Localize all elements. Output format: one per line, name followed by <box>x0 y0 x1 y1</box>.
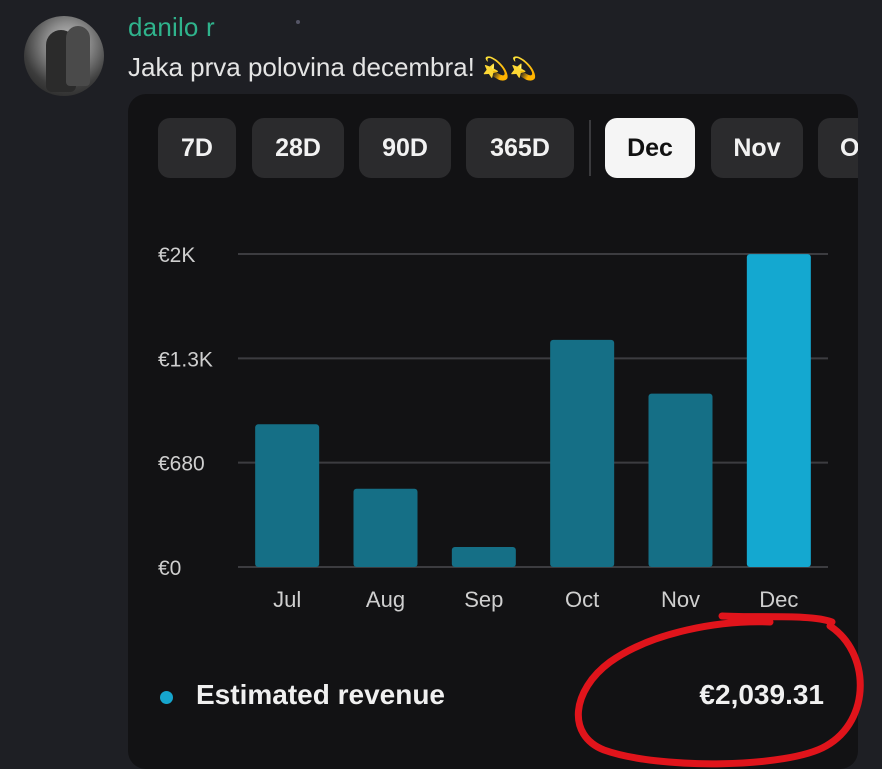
tab-365d[interactable]: 365D <box>466 118 574 178</box>
bar-sep[interactable] <box>451 547 516 567</box>
dizzy-emoji-icon: 💫💫 <box>482 57 537 82</box>
decorative-dot <box>296 20 300 24</box>
tab-label: O <box>840 133 858 162</box>
legend-dot <box>160 691 173 704</box>
y-tick-label: €1.3K <box>158 348 213 371</box>
tab-oct[interactable]: O <box>818 118 858 178</box>
tab-label: Dec <box>627 133 673 162</box>
revenue-total-value: €2,039.31 <box>699 679 824 710</box>
bar-aug[interactable] <box>353 488 418 567</box>
bar-nov[interactable] <box>648 393 713 567</box>
x-tick-label: Jul <box>273 587 301 612</box>
message-author[interactable]: danilo r <box>128 12 215 42</box>
x-tick-label: Sep <box>464 587 503 612</box>
bar-jul[interactable] <box>255 424 320 567</box>
bar-dec[interactable] <box>746 254 811 567</box>
tab-label: Nov <box>733 133 781 162</box>
message-text-line: Jaka prva polovina decembra! 💫💫 <box>128 52 537 83</box>
chart-svg: €0 €680 €1.3K €2K Jul Aug Sep Oct Nov Dec <box>158 244 828 612</box>
x-tick-label: Nov <box>661 587 700 612</box>
tab-dec[interactable]: Dec <box>605 118 695 178</box>
revenue-bar-chart: €0 €680 €1.3K €2K Jul Aug Sep Oct Nov Dec <box>128 224 858 724</box>
x-tick-label: Dec <box>759 587 798 612</box>
tab-28d[interactable]: 28D <box>252 118 344 178</box>
y-tick-label: €0 <box>158 557 181 580</box>
tab-nov[interactable]: Nov <box>711 118 803 178</box>
tabs-divider <box>589 120 591 176</box>
tab-label: 365D <box>490 133 550 162</box>
tab-7d[interactable]: 7D <box>158 118 236 178</box>
tab-label: 7D <box>181 133 213 162</box>
x-tick-label: Aug <box>366 587 405 612</box>
tab-label: 90D <box>382 133 428 162</box>
avatar-figure-2 <box>66 26 90 86</box>
revenue-card: 7D 28D 90D 365D Dec Nov O €0 €680 €1.3K €2K… <box>128 94 858 769</box>
x-tick-label: Oct <box>565 587 599 612</box>
message-text: Jaka prva polovina decembra! <box>128 52 475 82</box>
legend-label: Estimated revenue <box>196 679 445 710</box>
bar-oct[interactable] <box>550 339 615 567</box>
tab-90d[interactable]: 90D <box>359 118 451 178</box>
period-tabs: 7D 28D 90D 365D Dec Nov O <box>158 118 858 178</box>
tab-label: 28D <box>275 133 321 162</box>
y-tick-label: €680 <box>158 453 205 476</box>
user-avatar[interactable] <box>24 16 104 96</box>
y-tick-label: €2K <box>158 244 195 267</box>
